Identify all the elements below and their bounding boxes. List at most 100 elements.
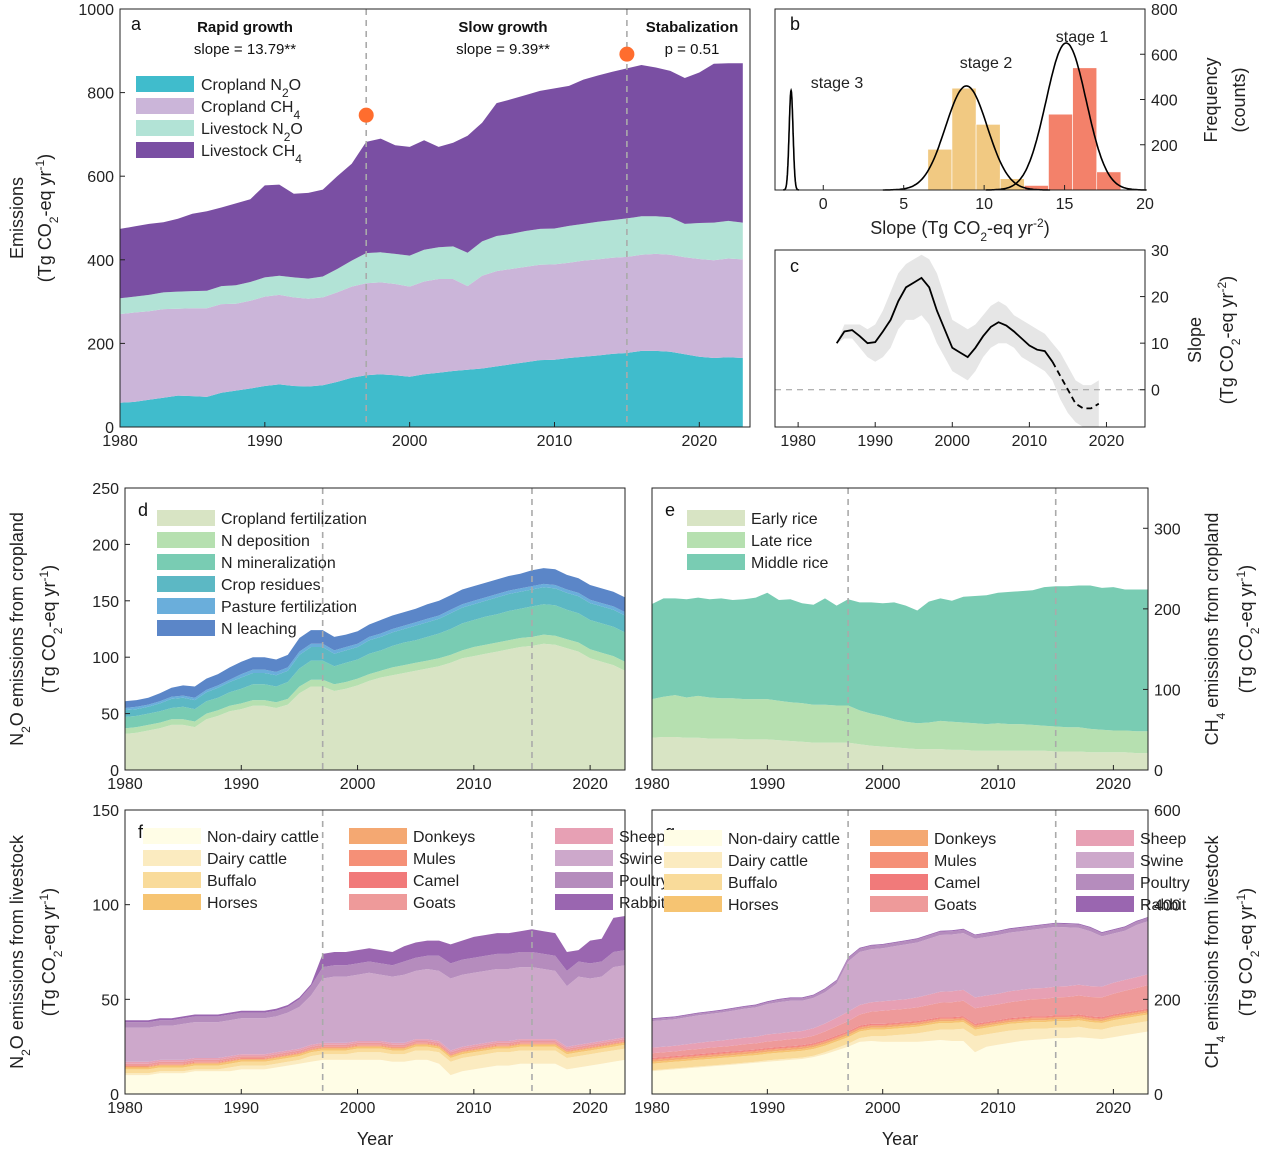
- panel-d-legend-swatch: [157, 554, 215, 570]
- panel-f-legend-swatch: [143, 894, 201, 910]
- panel-a-area-livestock-ch4: [120, 63, 743, 299]
- panel-d-legend-swatch: [157, 510, 215, 526]
- panel-a-ylabel: Emissions: [7, 177, 27, 259]
- panel-b-bar-stage-2: [975, 124, 1001, 191]
- panel-e-area-middle-rice: [652, 585, 1148, 732]
- panel-g-legend-swatch: [664, 896, 722, 912]
- panel-d-legend-label: N mineralization: [221, 555, 336, 572]
- panel-g-area-sheep: [652, 974, 1148, 1054]
- panel-f-xtick-label: 2010: [456, 1100, 492, 1117]
- panel-c-ytick-label: 30: [1151, 243, 1169, 260]
- panel-a-ytick-label: 600: [87, 169, 114, 186]
- panel-b-xtick-label: 0: [819, 196, 828, 213]
- panel-f-legend-label: Donkeys: [413, 829, 475, 846]
- panel-d-ytick-label: 200: [92, 537, 119, 554]
- panel-c-frame: [774, 249, 1146, 428]
- panel-a-legend-label: Livestock CH4: [201, 143, 302, 166]
- panel-d-area-n-mineralization: [125, 604, 625, 729]
- panel-c-xtick-label: 1980: [780, 433, 816, 450]
- panel-a-xtick-label: 1990: [247, 433, 283, 450]
- panel-f-legend-label: Camel: [413, 873, 459, 890]
- panel-g-legend-swatch: [870, 896, 928, 912]
- panel-f-legend-label: Mules: [413, 851, 456, 868]
- panel-f-xtick-label: 1980: [107, 1100, 143, 1117]
- panel-c-slope-line-projection: [1051, 361, 1100, 410]
- panel-g-area-swine: [652, 921, 1148, 1048]
- panel-d-ylabel-units: (Tg CO2-eq yr-1): [37, 565, 65, 693]
- panel-f-ytick-label: 100: [92, 898, 119, 915]
- panel-g-area-camel: [652, 1008, 1148, 1059]
- panel-a-xtick-label: 2000: [392, 433, 428, 450]
- panel-e-frame: [651, 487, 1149, 771]
- panel-f-legend-label: Dairy cattle: [207, 851, 287, 868]
- panel-d-xtick-label: 1990: [223, 776, 259, 793]
- panel-g-area-buffalo: [652, 1014, 1148, 1071]
- panel-b-fit-curve: [985, 42, 1147, 191]
- panel-c-ytick-label: 20: [1151, 290, 1169, 307]
- panel-g-legend-label: Mules: [934, 853, 977, 870]
- panel-a-xtick-label: 2020: [682, 433, 718, 450]
- panel-g-xtick-label: 2010: [980, 1100, 1016, 1117]
- panel-a-stage-stat: slope = 9.39**: [456, 41, 550, 58]
- panel-d-ytick-label: 100: [92, 650, 119, 667]
- panel-e-xtick-label: 2020: [1096, 776, 1132, 793]
- panel-b-ylabel: Frequency: [1201, 57, 1221, 142]
- panel-g-area-goats: [652, 985, 1148, 1058]
- panel-g-legend-swatch: [1076, 896, 1134, 912]
- panel-c-ytick-label: 10: [1151, 336, 1169, 353]
- panel-f-area-rabbit: [125, 916, 625, 1023]
- panel-c-confidence-band: [836, 254, 1053, 381]
- panel-g-ytick-label: 400: [1154, 898, 1181, 915]
- panel-d-area-pasture-fertilization: [125, 583, 625, 711]
- panel-a-breakpoint-marker: [358, 107, 374, 123]
- panel-c-xtick-label: 2020: [1089, 433, 1125, 450]
- panel-b-bar-stage-2: [927, 148, 953, 191]
- panel-a-stage-stat: p = 0.51: [665, 41, 720, 58]
- panel-d-ytick-label: 0: [110, 763, 119, 780]
- panel-b-stage-3-label: stage 3: [811, 75, 864, 92]
- panel-a-frame: [119, 8, 751, 428]
- panel-b-bar-stage-1: [1048, 113, 1073, 191]
- panel-f-ylabel: N2O emissions from livestock: [7, 834, 33, 1069]
- panel-b-xtick-label: 15: [1056, 196, 1074, 213]
- panel-e-xtick-label: 1990: [750, 776, 786, 793]
- panel-f-ytick-label: 0: [110, 1087, 119, 1104]
- panel-d-xtick-label: 1980: [107, 776, 143, 793]
- panel-c-xtick-label: 2010: [1012, 433, 1048, 450]
- panel-g-ytick-label: 0: [1154, 1087, 1163, 1104]
- panel-g-frame: [651, 809, 1149, 1095]
- panel-e-legend-label: Late rice: [751, 533, 812, 550]
- panel-d-xtick-label: 2000: [340, 776, 376, 793]
- panel-g-ytick-label: 200: [1154, 992, 1181, 1009]
- panel-c-confidence-band-projection: [1052, 343, 1099, 427]
- panel-f-area-goats: [125, 1039, 625, 1066]
- panel-d-legend-label: Cropland fertilization: [221, 511, 367, 528]
- panel-f-area-sheep: [125, 1037, 625, 1064]
- panel-d-legend-label: N deposition: [221, 533, 310, 550]
- panel-e-ytick-label: 100: [1154, 682, 1181, 699]
- panel-c-letter: c: [790, 256, 799, 276]
- panel-g-xtick-label: 2020: [1096, 1100, 1132, 1117]
- panel-g-legend-label: Donkeys: [934, 831, 996, 848]
- panel-a-legend-swatch: [136, 76, 194, 92]
- panel-g-legend-label: Dairy cattle: [728, 853, 808, 870]
- panel-g-legend-label: Non-dairy cattle: [728, 831, 840, 848]
- panel-f-frame: [124, 809, 626, 1095]
- panel-b-fit-curve: [782, 87, 800, 191]
- panel-d-ytick-label: 50: [101, 707, 119, 724]
- panel-a-ytick-label: 1000: [78, 2, 114, 19]
- panel-b-bar-stage-2: [951, 87, 977, 191]
- panel-a-legend-label: Cropland CH4: [201, 99, 300, 122]
- panel-a-ylabel-units: (Tg CO2-eq yr-1): [33, 154, 61, 282]
- panel-c-ylabel: Slope: [1185, 317, 1205, 363]
- panel-a-stage-title: Slow growth: [458, 19, 547, 36]
- panel-g-legend-label: Poultry: [1140, 875, 1190, 892]
- panel-a-ytick-label: 0: [105, 420, 114, 437]
- panel-f: 1980 1990 2000 2010 2020 0 50 100 150 f Non-dairy …: [7, 803, 669, 1149]
- panel-g-legend-swatch: [664, 830, 722, 846]
- panel-f-legend-swatch: [349, 872, 407, 888]
- panel-f-xtick-label: 1990: [223, 1100, 259, 1117]
- panel-f-letter: f: [138, 822, 144, 842]
- panel-f-legend-label: Goats: [413, 895, 456, 912]
